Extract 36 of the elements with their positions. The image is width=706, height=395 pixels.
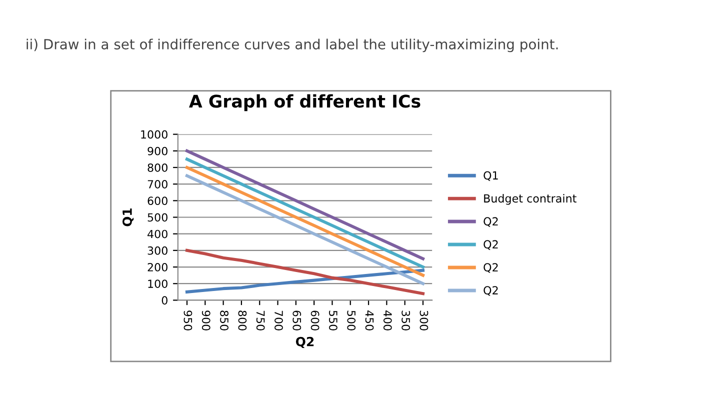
- x-tick-label: 550: [329, 310, 338, 330]
- x-tick-label: 450: [365, 310, 374, 330]
- x-tick-label: 400: [383, 310, 392, 330]
- y-tick-label: 1000: [141, 130, 168, 139]
- x-tick-label: 350: [402, 310, 410, 330]
- y-tick-label: 600: [148, 196, 168, 206]
- x-tick-label: 850: [220, 310, 228, 330]
- legend-label: Q2: [484, 240, 498, 250]
- y-tick-label: 800: [148, 163, 168, 172]
- y-tick-label: 300: [148, 246, 168, 255]
- legend-label: Budget contraint: [484, 194, 576, 205]
- x-tick-label: 800: [238, 310, 247, 330]
- x-tick-label: 950: [184, 310, 192, 330]
- x-tick-label: 300: [420, 310, 428, 330]
- x-tick-label: 600: [310, 310, 320, 330]
- line-series: [185, 248, 425, 296]
- chart-title: A Graph of different ICs: [188, 94, 420, 112]
- x-tick-label: 700: [274, 310, 283, 330]
- legend-label: Q1: [484, 171, 498, 181]
- y-tick-label: 400: [148, 230, 168, 238]
- y-tick-label: 900: [148, 146, 168, 156]
- legend-label: Q2: [484, 263, 498, 273]
- y-tick-label: 500: [148, 213, 168, 222]
- legend-label: Q2: [484, 286, 498, 296]
- text: ii) Draw in a set of indifference curves and label the utility-maximizing point.: [26, 38, 558, 52]
- x-tick-label: 900: [202, 310, 210, 330]
- legend-label: Q2: [484, 217, 498, 227]
- x-tick-label: 650: [292, 310, 302, 330]
- y-axis-title: Q1: [122, 208, 134, 226]
- x-tick-label: 750: [256, 310, 265, 330]
- y-tick-label: 0: [162, 296, 168, 305]
- y-tick-label: 100: [148, 280, 168, 288]
- x-tick-label: 500: [347, 310, 356, 330]
- y-tick-label: 700: [148, 180, 168, 188]
- x-axis-title: Q2: [296, 336, 314, 348]
- y-tick-label: 200: [148, 262, 168, 272]
